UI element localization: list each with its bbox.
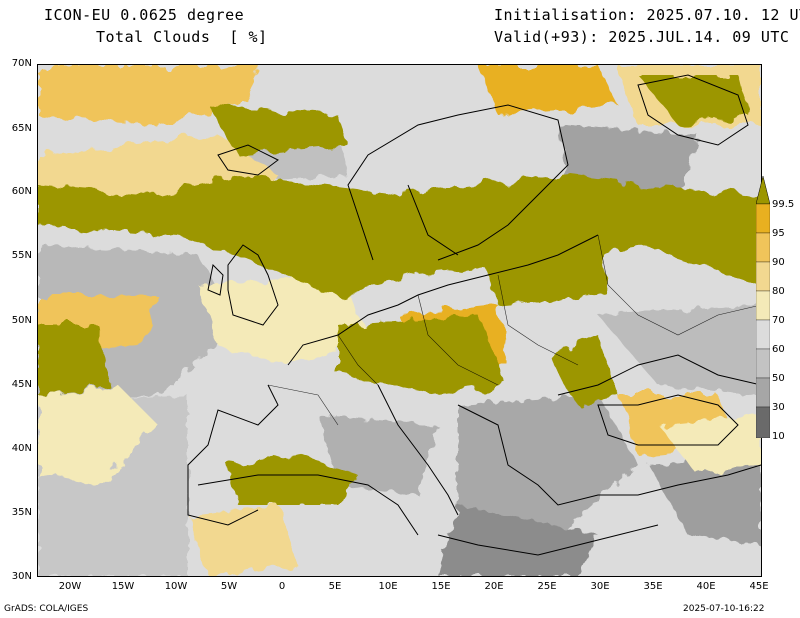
map-canvas [38,65,762,576]
lon-tick: 40E [696,581,716,592]
colorbar-swatch [755,261,771,292]
lat-tick: 65N [11,123,32,134]
coastlines [187,74,762,556]
lat-tick: 40N [11,443,32,454]
lon-tick: 20E [484,581,504,592]
lon-tick: 0 [278,581,286,592]
cloud-cover-map [37,64,762,577]
country-borders [267,234,762,426]
valid-time: Valid(+93): 2025.JUL.14. 09 UTC [494,28,790,46]
lon-tick: 20W [58,581,82,592]
lat-tick: 60N [11,186,32,197]
model-title: ICON-EU 0.0625 degree [44,6,245,24]
colorbar-label: 99.5 [772,199,795,210]
lat-tick: 70N [11,58,32,69]
colorbar-label: 50 [772,373,785,384]
colorbar-label: 10 [772,431,785,442]
lon-tick: 30E [590,581,610,592]
lon-tick: 45E [749,581,769,592]
lon-tick: 25E [537,581,557,592]
lon-tick: 5E [328,581,342,592]
lon-tick: 15W [111,581,135,592]
colorbar-swatch [755,406,771,439]
colorbar-label: 95 [772,228,785,239]
init-time: Initialisation: 2025.07.10. 12 UTC [494,6,800,24]
colorbar-swatch [755,203,771,234]
lat-tick: 50N [11,315,32,326]
colorbar-swatch [755,290,771,321]
colorbar-swatch [755,319,771,350]
colorbar-swatch [755,348,771,379]
lat-tick: 35N [11,507,32,518]
variable-title: Total Clouds [ %] [96,28,268,46]
lat-tick: 45N [11,379,32,390]
lon-tick: 10E [378,581,398,592]
footer-timestamp: 2025-07-10-16:22 [683,604,765,614]
lat-tick: 30N [11,571,32,582]
lon-tick: 15E [431,581,451,592]
colorbar-label: 30 [772,402,785,413]
colorbar-swatch [755,377,771,408]
colorbar-top-arrow [755,175,771,205]
lon-tick: 10W [164,581,188,592]
colorbar [755,175,771,439]
colorbar-label: 60 [772,344,785,355]
overcast-cloud-fields [38,75,761,505]
colorbar-label: 80 [772,286,785,297]
colorbar-swatch [755,232,771,263]
footer-credit: GrADS: COLA/IGES [4,604,89,614]
colorbar-label: 70 [772,315,785,326]
lon-tick: 5W [220,581,238,592]
colorbar-scale [755,175,771,439]
lat-tick: 55N [11,250,32,261]
colorbar-label: 90 [772,257,785,268]
lon-tick: 35E [643,581,663,592]
